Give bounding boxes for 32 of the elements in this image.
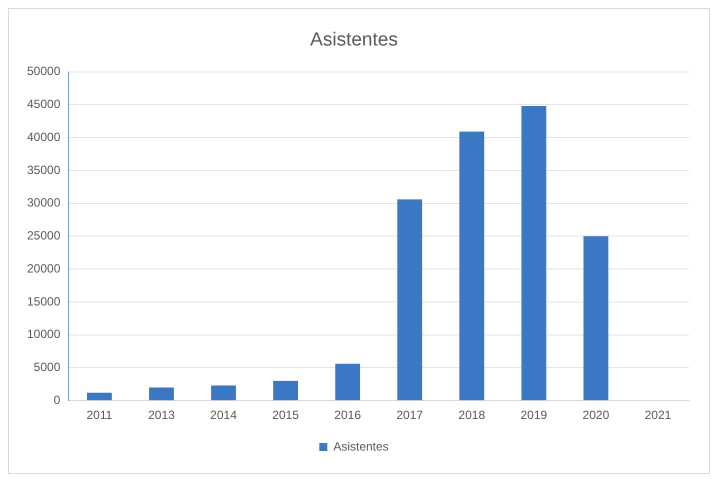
y-tick-label: 50000 — [26, 64, 61, 78]
bar — [211, 385, 236, 400]
x-tick-label: 2016 — [334, 408, 362, 422]
bar — [273, 380, 298, 400]
x-tick-label: 2013 — [148, 408, 176, 422]
x-tick-label: 2018 — [458, 408, 486, 422]
bar — [583, 236, 608, 400]
bar — [459, 132, 484, 400]
bar — [149, 387, 174, 400]
legend-label: Asistentes — [333, 439, 389, 454]
bar — [335, 364, 360, 400]
x-tick-label: 2020 — [582, 408, 610, 422]
x-tick-label: 2011 — [86, 408, 113, 422]
y-tick-label: 5000 — [34, 360, 61, 374]
y-tick-label: 30000 — [26, 196, 61, 210]
y-tick-label: 10000 — [26, 327, 61, 342]
x-tick-label: 2017 — [396, 408, 424, 422]
y-tick-label: 45000 — [26, 96, 61, 111]
y-tick-label: 25000 — [26, 228, 61, 243]
bar — [521, 106, 546, 400]
x-tick-label: 2019 — [520, 408, 548, 422]
x-tick-label: 2014 — [210, 408, 238, 422]
chart-title: Asistentes — [310, 30, 398, 51]
bar — [86, 392, 112, 400]
x-tick-label: 2021 — [644, 408, 672, 422]
y-tick-label: 0 — [54, 392, 61, 407]
y-tick-label: 15000 — [26, 294, 61, 308]
x-tick-label: 2015 — [272, 408, 300, 422]
y-tick-label: 35000 — [26, 162, 61, 177]
bar — [397, 199, 422, 400]
y-tick-label: 40000 — [26, 130, 61, 144]
y-tick-label: 20000 — [26, 261, 61, 276]
